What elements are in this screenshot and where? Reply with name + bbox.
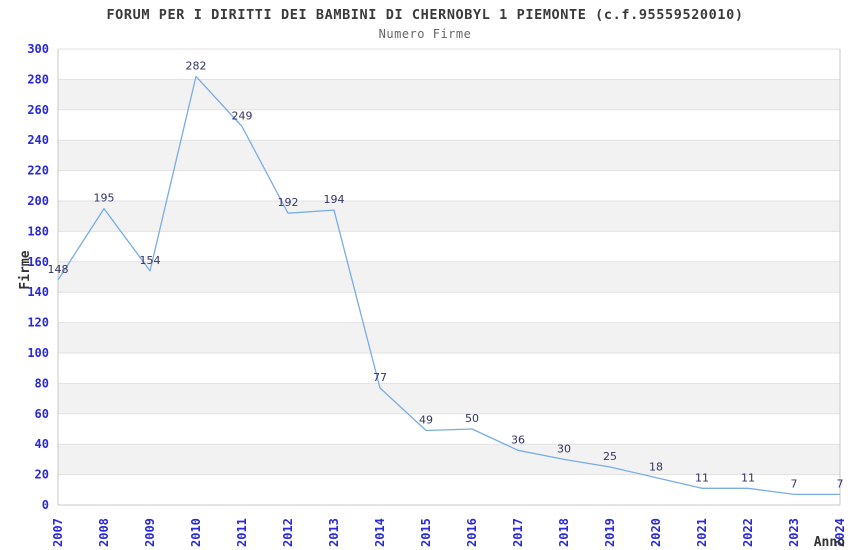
y-tick-label: 100 (27, 346, 49, 360)
chart-title: FORUM PER I DIRITTI DEI BAMBINI DI CHERN… (106, 7, 744, 23)
data-label: 11 (741, 471, 755, 484)
x-tick-label: 2009 (143, 518, 157, 547)
plot-band (58, 322, 840, 353)
y-tick-label: 60 (35, 407, 49, 421)
x-tick-label: 2022 (741, 518, 755, 547)
plot-band (58, 201, 840, 232)
plot-band (58, 261, 840, 293)
y-tick-label: 80 (35, 376, 49, 390)
y-tick-label: 160 (27, 255, 49, 269)
x-tick-label: 2015 (419, 518, 433, 547)
y-tick-label: 0 (42, 498, 49, 512)
y-tick-label: 260 (27, 103, 49, 117)
y-tick-label: 120 (27, 316, 49, 330)
x-tick-label: 2018 (557, 518, 571, 547)
x-tick-label: 2013 (327, 518, 341, 547)
data-label: 50 (465, 412, 479, 425)
data-label: 18 (649, 461, 663, 474)
data-label: 194 (324, 193, 345, 206)
data-label: 154 (140, 254, 161, 267)
y-tick-label: 140 (27, 285, 49, 299)
data-label: 282 (186, 59, 207, 72)
data-label: 195 (94, 192, 115, 205)
data-label: 11 (695, 471, 709, 484)
y-tick-label: 280 (27, 72, 49, 86)
y-tick-label: 220 (27, 164, 49, 178)
y-tick-label: 40 (35, 437, 49, 451)
x-tick-label: 2016 (465, 518, 479, 547)
x-tick-label: 2021 (695, 518, 709, 547)
data-label: 25 (603, 450, 617, 463)
data-label: 7 (837, 477, 844, 490)
x-tick-label: 2019 (603, 518, 617, 547)
x-tick-label: 2008 (97, 518, 111, 547)
data-label: 77 (373, 371, 387, 384)
plot-band (58, 140, 840, 171)
x-axis-title: Anno (814, 535, 845, 550)
plot-band (58, 79, 840, 110)
x-tick-label: 2012 (281, 518, 295, 547)
y-tick-label: 180 (27, 224, 49, 238)
x-tick-label: 2017 (511, 518, 525, 547)
plot-band (58, 383, 840, 414)
data-label: 49 (419, 414, 433, 427)
data-label: 148 (48, 263, 69, 276)
data-label: 249 (232, 110, 253, 123)
data-label: 36 (511, 433, 525, 446)
y-tick-label: 20 (35, 468, 49, 482)
chart-subtitle: Numero Firme (378, 27, 472, 41)
x-tick-label: 2020 (649, 518, 663, 547)
x-tick-label: 2024 (833, 518, 847, 547)
x-tick-label: 2014 (373, 518, 387, 547)
data-label: 192 (278, 196, 299, 209)
plot-band (58, 444, 840, 475)
y-tick-label: 300 (27, 42, 49, 56)
x-tick-label: 2010 (189, 518, 203, 547)
data-label: 30 (557, 442, 571, 455)
x-tick-label: 2011 (235, 518, 249, 547)
y-axis-title: Firme (18, 250, 33, 289)
series-line (57, 75, 840, 496)
y-tick-label: 200 (27, 194, 49, 208)
x-tick-label: 2007 (51, 518, 65, 547)
data-label: 7 (791, 477, 798, 490)
x-tick-label: 2023 (787, 518, 801, 547)
y-tick-label: 240 (27, 133, 49, 147)
